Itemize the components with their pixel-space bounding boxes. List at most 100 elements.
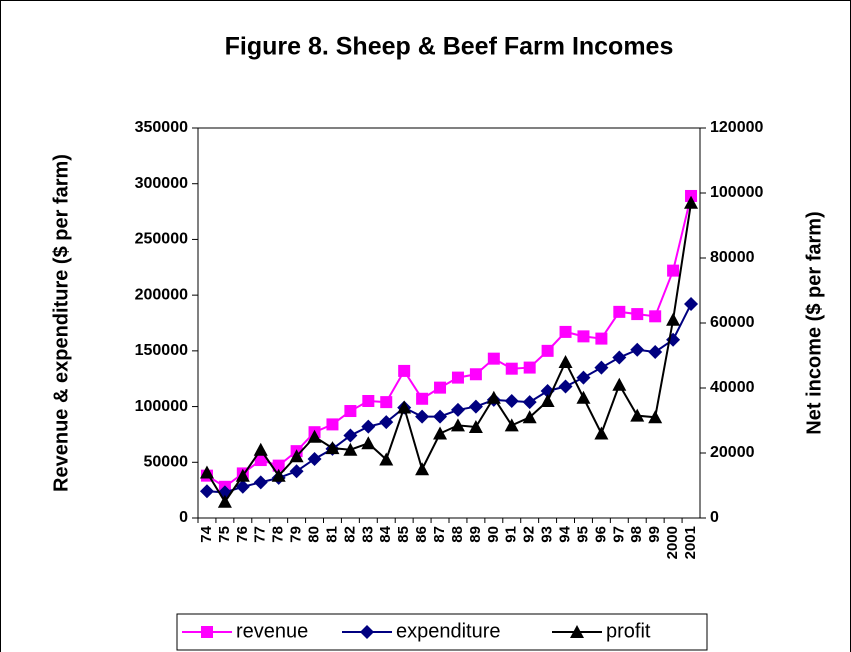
chart-title: Figure 8. Sheep & Beef Farm Incomes (225, 33, 674, 61)
x-tick-label: 82 (341, 526, 358, 543)
marker (570, 625, 584, 638)
x-tick-label: 81 (323, 526, 340, 543)
y-tick-label: 250000 (135, 231, 188, 248)
marker (576, 390, 591, 404)
marker (199, 484, 214, 499)
marker (684, 195, 699, 209)
marker (289, 464, 304, 479)
marker (307, 451, 322, 466)
y-tick-label: 150000 (135, 342, 188, 359)
y-tick-label: 200000 (135, 286, 188, 303)
marker (415, 409, 430, 424)
x-tick-label: 91 (503, 526, 520, 543)
marker (595, 332, 608, 345)
marker (254, 454, 267, 467)
marker (612, 377, 627, 391)
marker (648, 344, 663, 359)
marker (558, 379, 573, 394)
x-tick-label: 98 (628, 526, 645, 543)
marker (397, 400, 412, 414)
x-tick-label: 99 (646, 526, 663, 543)
marker (666, 312, 681, 326)
x-tick-label: 84 (377, 525, 394, 542)
y2-tick-label: 100000 (710, 184, 763, 201)
x-tick-label: 92 (521, 526, 538, 543)
marker (505, 362, 518, 375)
y2-tick-label: 60000 (710, 314, 755, 331)
y-tick-label: 300000 (135, 175, 188, 192)
x-tick-label: 83 (359, 526, 376, 543)
marker (540, 394, 555, 407)
marker (201, 626, 213, 638)
marker (667, 264, 680, 277)
x-tick-label: 87 (431, 526, 448, 543)
marker (325, 441, 340, 455)
marker (235, 468, 250, 482)
marker (594, 360, 609, 375)
y2-tick-label: 120000 (710, 119, 763, 136)
marker (468, 420, 483, 433)
marker (379, 415, 394, 430)
marker (271, 468, 286, 482)
marker (416, 392, 429, 405)
series-line (206, 303, 692, 494)
x-tick-label: 78 (270, 526, 287, 543)
marker (576, 370, 591, 385)
x-tick-label: 2000 (664, 526, 681, 559)
marker (487, 352, 500, 365)
x-tick-label: 89 (467, 526, 484, 543)
marker (398, 364, 411, 377)
y2-tick-label: 80000 (710, 249, 755, 266)
y2-tick-label: 40000 (710, 379, 755, 396)
marker (343, 428, 358, 443)
x-tick-label: 95 (574, 526, 591, 543)
marker (415, 462, 430, 476)
marker (594, 426, 609, 440)
marker (523, 361, 536, 374)
marker (272, 459, 285, 472)
marker (486, 390, 501, 404)
marker (362, 395, 375, 407)
marker (558, 355, 573, 368)
x-tick-label: 74 (198, 525, 215, 542)
marker (433, 426, 448, 440)
marker (468, 399, 483, 414)
legend-label: profit (606, 620, 651, 642)
marker (577, 330, 590, 343)
legend-box (176, 613, 708, 651)
x-tick-label: 97 (610, 526, 627, 543)
marker (541, 344, 554, 357)
x-tick-label: 75 (216, 526, 233, 543)
marker (217, 494, 232, 508)
marker (450, 418, 465, 432)
y-tick-label: 350000 (135, 119, 188, 136)
marker (631, 308, 644, 321)
marker (450, 402, 465, 417)
marker (559, 325, 572, 338)
marker (630, 408, 645, 422)
marker (451, 371, 464, 384)
marker (469, 368, 482, 381)
marker (522, 410, 537, 424)
y-tick-label: 100000 (135, 398, 188, 415)
marker (360, 625, 374, 639)
series-line (206, 202, 693, 504)
marker (504, 394, 519, 408)
marker (343, 442, 358, 456)
marker (684, 297, 699, 312)
marker (522, 395, 537, 410)
marker (630, 342, 645, 357)
x-tick-label: 85 (395, 526, 412, 543)
x-tick-label: 93 (539, 526, 556, 543)
marker (344, 405, 357, 418)
marker (434, 381, 447, 394)
marker (199, 465, 214, 479)
x-tick-label: 90 (485, 526, 502, 543)
marker (649, 310, 662, 323)
marker (648, 410, 663, 424)
y-axis-title: Revenue & expenditure ($ per farm) (50, 154, 72, 492)
x-tick-label: 80 (306, 526, 323, 543)
marker (433, 409, 448, 424)
